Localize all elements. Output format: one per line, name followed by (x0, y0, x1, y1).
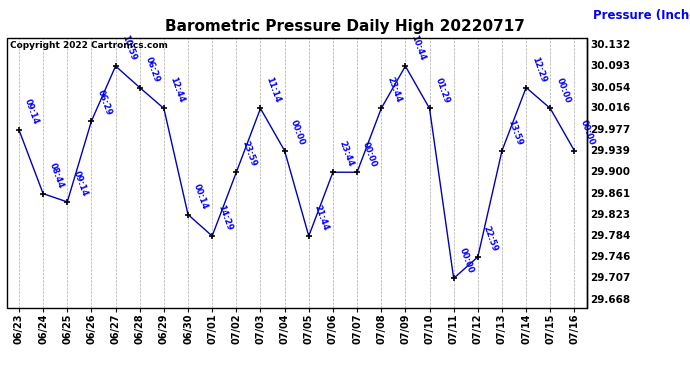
Text: 08:44: 08:44 (48, 161, 65, 189)
Text: Pressure (Inches/Hg): Pressure (Inches/Hg) (593, 9, 690, 22)
Text: 10:59: 10:59 (120, 34, 137, 62)
Text: 29.861: 29.861 (590, 189, 630, 199)
Text: 00:00: 00:00 (579, 119, 596, 147)
Text: Copyright 2022 Cartronics.com: Copyright 2022 Cartronics.com (10, 41, 168, 50)
Text: 29.900: 29.900 (590, 167, 630, 177)
Text: 00:00: 00:00 (555, 76, 572, 104)
Text: 10:44: 10:44 (410, 34, 427, 62)
Text: 23:44: 23:44 (386, 76, 403, 104)
Text: 29.823: 29.823 (590, 210, 630, 220)
Text: 00:00: 00:00 (458, 246, 475, 274)
Text: 06:29: 06:29 (96, 89, 113, 117)
Text: 29.746: 29.746 (590, 252, 631, 262)
Text: 13:59: 13:59 (506, 118, 524, 147)
Text: 30.016: 30.016 (590, 104, 630, 113)
Text: 09:14: 09:14 (72, 170, 89, 198)
Text: 00:14: 00:14 (193, 182, 210, 210)
Text: 01:29: 01:29 (434, 76, 451, 104)
Text: 23:59: 23:59 (241, 140, 258, 168)
Text: 00:00: 00:00 (362, 140, 379, 168)
Text: 00:00: 00:00 (289, 119, 306, 147)
Text: 22:59: 22:59 (482, 225, 500, 253)
Text: 29.939: 29.939 (590, 146, 630, 156)
Text: 30.054: 30.054 (590, 82, 631, 93)
Text: 30.093: 30.093 (590, 61, 630, 71)
Text: 29.668: 29.668 (590, 295, 630, 305)
Text: 06:29: 06:29 (144, 55, 161, 83)
Text: 14:29: 14:29 (217, 204, 234, 232)
Text: 21:44: 21:44 (313, 204, 331, 232)
Text: 29.784: 29.784 (590, 231, 631, 241)
Text: 12:29: 12:29 (531, 55, 548, 83)
Text: 29.707: 29.707 (590, 273, 631, 284)
Text: 23:44: 23:44 (337, 140, 355, 168)
Text: 29.977: 29.977 (590, 125, 630, 135)
Text: Barometric Pressure Daily High 20220717: Barometric Pressure Daily High 20220717 (165, 19, 525, 34)
Text: 11:14: 11:14 (265, 76, 282, 104)
Text: 09:14: 09:14 (23, 98, 41, 126)
Text: 30.132: 30.132 (590, 40, 630, 50)
Text: 12:44: 12:44 (168, 76, 186, 104)
